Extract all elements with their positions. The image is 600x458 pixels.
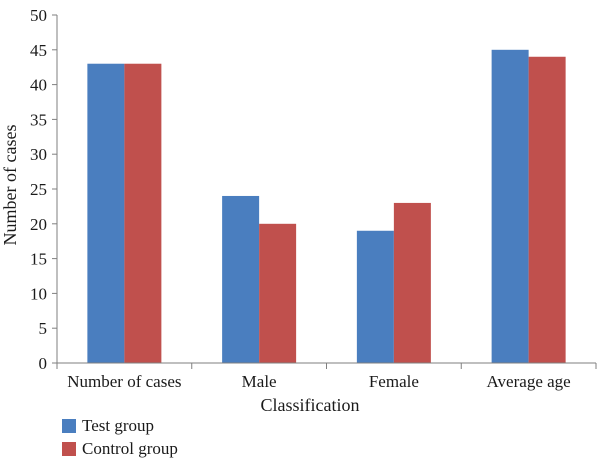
legend-swatch: [62, 419, 76, 433]
x-tick-label: Male: [242, 372, 277, 391]
legend-swatch: [62, 442, 76, 456]
x-axis-title: Classification: [261, 395, 360, 415]
bar-control-number-of-cases: [124, 63, 162, 363]
x-tick-label: Female: [369, 372, 419, 391]
bar-test-number-of-cases: [87, 63, 125, 363]
y-tick-label: 35: [30, 110, 47, 129]
x-tick-label: Number of cases: [67, 372, 181, 391]
legend-label: Control group: [82, 439, 178, 458]
bar-control-average-age: [528, 56, 566, 363]
bar-control-male: [259, 223, 297, 363]
bar-test-male: [222, 195, 260, 363]
bar-test-female: [356, 230, 394, 363]
x-axis-ticks: Number of cases Male Female Average age: [56, 363, 597, 391]
legend-label: Test group: [82, 416, 154, 435]
y-axis-ticks: 0 5 10 15 20 25 30 35 40 45 50: [30, 6, 57, 373]
y-axis-title: Number of cases: [0, 125, 20, 246]
y-tick-label: 50: [30, 6, 47, 25]
bar-control-female: [393, 202, 431, 363]
y-tick-label: 20: [30, 215, 47, 234]
y-tick-label: 45: [30, 41, 47, 60]
y-tick-label: 5: [39, 319, 48, 338]
y-tick-label: 40: [30, 76, 47, 95]
bars: [87, 49, 566, 364]
y-tick-label: 30: [30, 145, 47, 164]
y-tick-label: 15: [30, 250, 47, 269]
x-tick-label: Average age: [487, 372, 571, 391]
y-tick-label: 25: [30, 180, 47, 199]
legend: Test group Control group: [62, 416, 178, 458]
bar-test-average-age: [491, 49, 529, 364]
y-tick-label: 10: [30, 284, 47, 303]
y-tick-label: 0: [39, 354, 48, 373]
